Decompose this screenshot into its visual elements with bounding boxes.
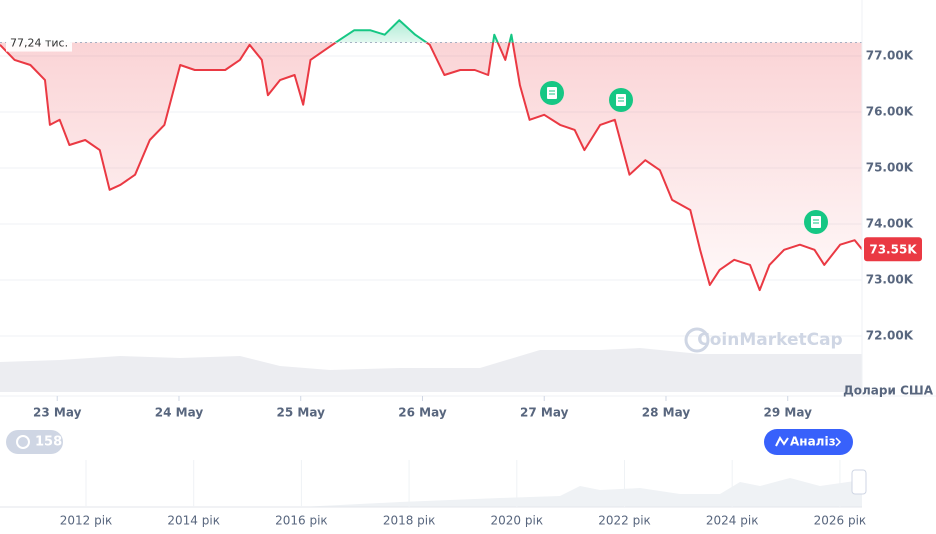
price-line-down <box>0 42 862 292</box>
x-tick-label: 28 May <box>642 406 691 420</box>
navigator-label: 2026 рік <box>814 514 867 528</box>
volume-area <box>0 348 862 392</box>
navigator-label: 2018 рік <box>383 514 436 528</box>
navigator-label: 2022 рік <box>598 514 651 528</box>
y-tick-label: 74.00K <box>866 217 914 231</box>
x-tick-label: 23 May <box>33 406 82 420</box>
events-count: 158 <box>35 435 62 450</box>
watermark: CoinMarketCap <box>697 330 842 350</box>
y-tick-label: 73.00K <box>866 273 914 287</box>
navigator-label: 2014 рік <box>167 514 220 528</box>
x-tick-label: 26 May <box>398 406 447 420</box>
x-tick-label: 27 May <box>520 406 569 420</box>
news-marker[interactable] <box>804 210 828 234</box>
navigator-label: 2024 рік <box>706 514 759 528</box>
currency-label: Долари США <box>843 384 934 398</box>
watermark-logo <box>684 327 710 353</box>
y-tick-label: 75.00K <box>866 161 914 175</box>
navigator-label: 2012 рік <box>60 514 113 528</box>
y-tick-label: 76.00K <box>866 105 914 119</box>
current-price-label: 73.55K <box>869 243 917 257</box>
news-marker[interactable] <box>540 81 564 105</box>
current-price-box <box>864 237 922 262</box>
events-badge[interactable]: 158 <box>6 430 63 454</box>
y-tick-label: 72.00K <box>866 329 914 343</box>
x-tick-label: 25 May <box>277 406 326 420</box>
navigator-area <box>0 478 862 507</box>
news-marker[interactable] <box>609 88 633 112</box>
analysis-button[interactable]: Аналіз <box>764 429 853 455</box>
navigator <box>0 469 867 508</box>
analysis-label: Аналіз <box>790 435 836 449</box>
navigator-label: 2016 рік <box>275 514 328 528</box>
baseline-label: 77,24 тис. <box>10 37 68 50</box>
navigator-label: 2020 рік <box>491 514 544 528</box>
y-tick-label: 77.00K <box>866 49 914 63</box>
navigator-labels: 2012 рік 2014 рік 2016 рік 2018 рік 2020 рік… <box>60 460 866 528</box>
navigator-handle[interactable] <box>851 469 867 495</box>
area-fill-down <box>0 42 862 291</box>
x-tick-label: 29 May <box>764 406 813 420</box>
baseline-label-bg <box>6 33 72 52</box>
x-tick-label: 24 May <box>155 406 204 420</box>
plot: 77,24 тис. <box>0 19 862 292</box>
